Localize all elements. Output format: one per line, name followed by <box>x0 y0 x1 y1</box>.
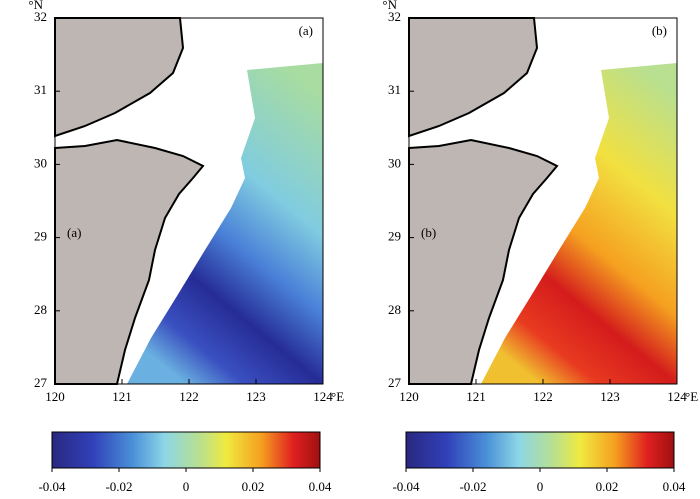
colorbar-tick-label: 0.02 <box>242 479 265 494</box>
sea-field <box>481 63 677 384</box>
panel-inner-label: (b) <box>421 225 436 240</box>
y-tick-label: 27 <box>388 375 402 390</box>
x-tick-label: 120 <box>399 389 419 404</box>
land <box>408 17 539 138</box>
y-tick-label: 29 <box>34 229 47 244</box>
y-tick-label: 28 <box>388 302 401 317</box>
colorbar <box>51 431 321 469</box>
x-tick-label: 122 <box>179 389 199 404</box>
colorbar-tick-label: 0.02 <box>596 479 619 494</box>
y-tick-label: 31 <box>34 82 47 97</box>
y-tick-label: 28 <box>34 302 47 317</box>
colorbar-tick-label: 0.04 <box>309 479 332 494</box>
x-tick-label: 120 <box>45 389 65 404</box>
land <box>54 17 185 138</box>
x-tick-label: 121 <box>466 389 486 404</box>
y-tick-label: 31 <box>388 82 401 97</box>
x-tick-label: 124 <box>667 389 687 404</box>
x-tick-label: 123 <box>600 389 620 404</box>
y-tick-label: 32 <box>34 9 47 24</box>
panel-label: (a) <box>299 23 313 38</box>
colorbar <box>405 431 675 469</box>
panel-label: (b) <box>652 23 667 38</box>
colorbar-tick-label: -0.04 <box>392 479 420 494</box>
land <box>54 138 205 385</box>
colorbar-tick-label: 0.04 <box>663 479 686 494</box>
panel-inner-label: (a) <box>67 225 81 240</box>
x-unit: °E <box>331 389 344 404</box>
land <box>408 138 559 385</box>
colorbar-tick-label: 0 <box>183 479 190 494</box>
y-tick-label: 27 <box>34 375 48 390</box>
map-panel: 120 121 122 123 124 27 28 29 30 31 32 °E °N (a) (a) <box>28 0 344 404</box>
x-tick-label: 122 <box>533 389 553 404</box>
sea-field <box>127 63 323 384</box>
y-tick-label: 32 <box>388 9 401 24</box>
map-panel: 120 121 122 123 124 27 28 29 30 31 32 °E °N (b) (b) <box>382 0 698 404</box>
x-tick-label: 121 <box>112 389 132 404</box>
colorbar-tick-label: 0 <box>537 479 544 494</box>
y-tick-label: 30 <box>34 155 47 170</box>
y-tick-label: 29 <box>388 229 401 244</box>
y-unit: °N <box>28 0 43 12</box>
colorbar-tick-label: -0.02 <box>459 479 486 494</box>
colorbar-tick-label: -0.02 <box>105 479 132 494</box>
x-unit: °E <box>685 389 698 404</box>
y-unit: °N <box>382 0 397 12</box>
x-tick-label: 123 <box>246 389 266 404</box>
y-tick-label: 30 <box>388 155 401 170</box>
colorbar-tick-label: -0.04 <box>38 479 66 494</box>
x-tick-label: 124 <box>313 389 333 404</box>
